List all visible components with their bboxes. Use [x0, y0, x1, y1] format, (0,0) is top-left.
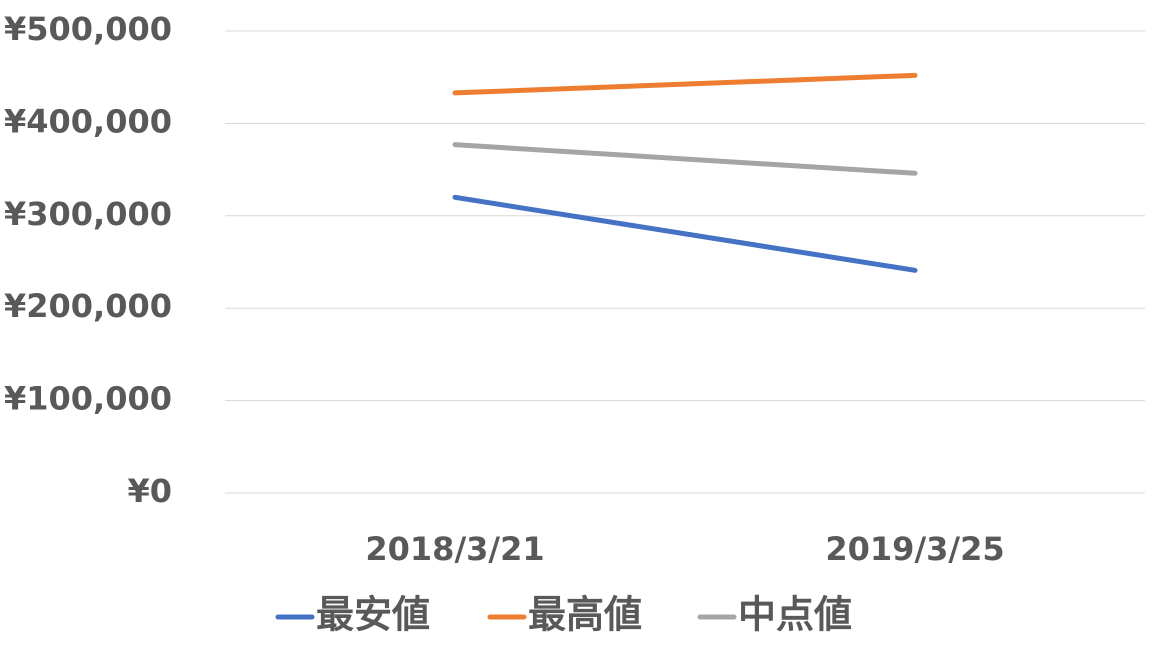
- legend-label: 最高値: [528, 593, 642, 637]
- y-tick-label: ¥100,000: [4, 380, 172, 418]
- legend-label: 中点値: [738, 593, 852, 637]
- series-line: [452, 194, 918, 273]
- x-tick-label: 2019/3/25: [825, 530, 1004, 568]
- series-line: [452, 142, 918, 176]
- x-tick-label: 2018/3/21: [365, 530, 544, 568]
- y-tick-label: ¥500,000: [4, 10, 172, 48]
- series-line: [452, 72, 918, 96]
- y-tick-label: ¥400,000: [4, 102, 172, 140]
- y-tick-label: ¥0: [127, 472, 172, 510]
- y-tick-label: ¥200,000: [4, 287, 172, 325]
- y-tick-label: ¥300,000: [4, 195, 172, 233]
- legend-label: 最安値: [316, 593, 430, 637]
